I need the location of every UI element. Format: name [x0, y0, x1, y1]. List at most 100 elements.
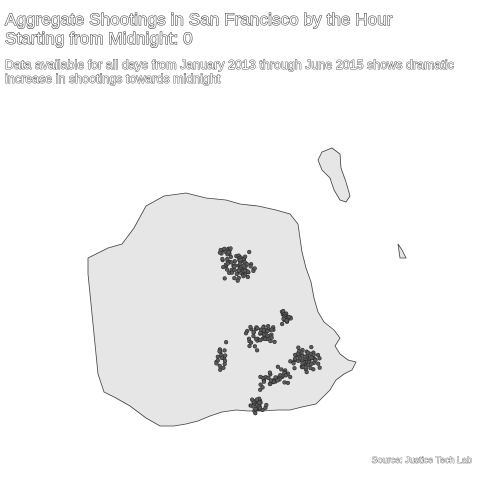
shooting-point — [304, 369, 309, 375]
shooting-point — [278, 373, 283, 378]
shooting-point — [225, 256, 230, 262]
shooting-point — [300, 361, 305, 366]
map-subtitle: Data available for all days from January… — [5, 58, 455, 87]
shooting-point — [253, 411, 258, 416]
shooting-point — [296, 358, 301, 364]
shooting-point — [232, 275, 237, 281]
shooting-point — [214, 361, 219, 366]
shooting-point — [224, 267, 230, 272]
source-caption: Source: Justice Tech Lab — [371, 455, 472, 466]
shooting-point — [309, 361, 314, 367]
shooting-point — [225, 261, 230, 266]
shooting-point — [269, 327, 274, 332]
shooting-point — [268, 378, 274, 383]
shooting-point — [309, 355, 314, 360]
shooting-point — [242, 268, 247, 274]
shooting-point — [258, 374, 263, 380]
shooting-point — [247, 249, 252, 255]
shooting-point — [281, 308, 286, 314]
shooting-point — [223, 340, 229, 345]
shooting-point — [223, 353, 228, 358]
shooting-point — [265, 333, 270, 338]
shooting-point — [236, 268, 241, 273]
treasure-island — [317, 147, 351, 203]
shooting-point — [258, 338, 263, 343]
shooting-point — [251, 330, 256, 335]
shooting-point — [220, 256, 225, 262]
shooting-point — [286, 314, 292, 320]
shooting-point — [245, 274, 251, 280]
shooting-point — [295, 351, 301, 357]
shooting-point — [267, 370, 273, 375]
shooting-point — [222, 361, 227, 367]
shooting-point — [215, 354, 220, 359]
map-title: Aggregate Shootings in San Francisco by … — [5, 10, 393, 49]
shooting-point — [309, 344, 314, 350]
shooting-point — [222, 348, 227, 353]
shooting-point — [248, 324, 253, 330]
shooting-point — [316, 361, 321, 366]
shooting-point — [279, 321, 285, 327]
shooting-point — [253, 336, 259, 342]
shooting-point — [258, 387, 263, 392]
shooting-point — [242, 254, 248, 259]
shooting-point — [247, 343, 252, 349]
shooting-point — [305, 350, 311, 355]
shooting-point — [308, 365, 313, 371]
shooting-point — [262, 336, 268, 342]
shooting-point — [261, 328, 266, 333]
shooting-point — [217, 250, 223, 255]
shooting-point — [283, 373, 289, 378]
shooting-point — [246, 336, 252, 341]
shooting-point — [273, 375, 278, 380]
shooting-point — [238, 257, 243, 263]
shooting-point — [265, 323, 271, 329]
shooting-point — [253, 406, 258, 412]
shooting-point — [255, 326, 260, 331]
shooting-point — [261, 379, 267, 384]
shooting-point — [264, 402, 269, 408]
shooting-point — [217, 363, 222, 369]
shooting-point — [249, 397, 255, 402]
shooting-point — [221, 264, 226, 270]
shooting-point — [229, 260, 234, 265]
shooting-point — [232, 264, 237, 269]
shooting-point — [282, 380, 287, 385]
shooting-point — [269, 335, 274, 340]
shooting-point — [219, 355, 225, 361]
shooting-point — [317, 356, 322, 361]
shooting-point — [244, 261, 249, 267]
title-line-2: Starting from Midnight: 0 — [5, 29, 194, 49]
shooting-point — [288, 374, 293, 380]
shooting-point — [302, 354, 308, 360]
shooting-point — [226, 250, 231, 255]
shooting-points — [214, 246, 322, 416]
shooting-point — [248, 264, 253, 269]
shooting-point — [222, 276, 227, 281]
shooting-point — [228, 246, 233, 251]
sf-landmass — [87, 192, 357, 427]
shooting-point — [228, 254, 234, 260]
shooting-point — [254, 348, 260, 353]
shooting-point — [229, 270, 235, 275]
title-line-1: Aggregate Shootings in San Francisco by … — [5, 10, 393, 30]
shooting-point — [221, 365, 226, 371]
shooting-point — [311, 352, 316, 357]
shooting-point — [217, 349, 222, 354]
shooting-point — [279, 367, 284, 372]
shooting-point — [241, 274, 246, 279]
shooting-point — [291, 361, 296, 366]
shooting-point — [296, 345, 301, 350]
shooting-point — [292, 366, 297, 371]
shooting-point — [235, 278, 240, 283]
shooting-point — [303, 365, 308, 370]
shooting-point — [284, 318, 289, 323]
shooting-point — [238, 261, 243, 266]
shooting-point — [265, 328, 270, 334]
shooting-point — [257, 406, 263, 411]
shooting-point — [275, 378, 280, 383]
shooting-point — [252, 344, 258, 349]
shooting-point — [254, 397, 260, 402]
shooting-point — [252, 266, 257, 271]
